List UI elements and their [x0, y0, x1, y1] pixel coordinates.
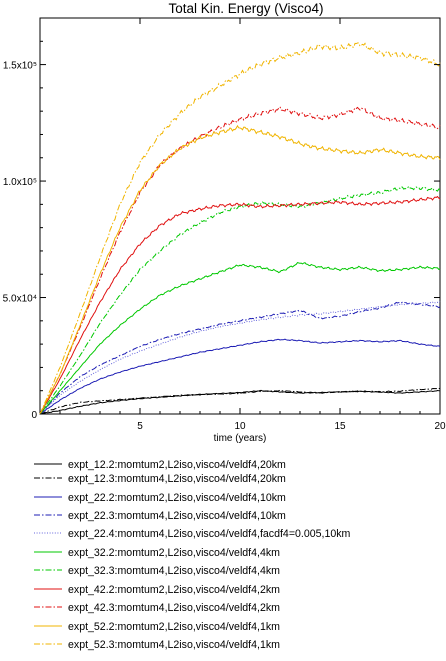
- series-line-10: [39, 124, 441, 415]
- legend-label-3: expt_22.2:momtum2,L2iso,visco4/veldf4,10…: [68, 492, 286, 504]
- legend-label-7: expt_32.3:momtum4,L2iso,visco4/veldf4,4k…: [68, 565, 280, 577]
- series-line-1: [39, 389, 441, 415]
- series-layer: [39, 42, 441, 415]
- legend-label-9: expt_42.3:momtum4,L2iso,visco4/veldf4,2k…: [68, 602, 280, 614]
- x-tick-label-2: 10: [234, 421, 246, 432]
- series-line-4: [39, 301, 441, 415]
- y-tick-label-1: 0: [31, 410, 37, 421]
- series-line-5: [39, 300, 441, 415]
- x-axis-label: time (years): [214, 433, 267, 444]
- series-line-7: [39, 185, 441, 415]
- series-line-9: [39, 105, 441, 415]
- legend-label-6: expt_32.2:momtum2,L2iso,visco4/veldf4,4k…: [68, 547, 280, 559]
- legend-label-11: expt_52.3:momtum4,L2iso,visco4/veldf4,1k…: [68, 639, 280, 651]
- series-line-3: [39, 338, 441, 415]
- legend-label-2: expt_12.3:momtum4,L2iso,visco4/veldf4,20…: [68, 473, 286, 485]
- legend-label-10: expt_52.2:momtum2,L2iso,visco4/veldf4,1k…: [68, 621, 280, 633]
- x-tick-label-1: 5: [137, 421, 143, 432]
- x-tick-label-3: 15: [334, 421, 346, 432]
- series-line-8: [39, 195, 441, 415]
- y-tick-label-3: 1.0x10⁵: [3, 177, 37, 188]
- legend-label-1: expt_12.2:momtum2,L2iso,visco4/veldf4,20…: [68, 459, 286, 471]
- y-tick-label-4: 1.5x10⁵: [3, 61, 37, 72]
- y-tick-label-2: 5.0x10⁴: [3, 294, 37, 305]
- series-line-11: [39, 42, 441, 415]
- legend-label-8: expt_42.2:momtum2,L2iso,visco4/veldf4,2k…: [68, 584, 280, 596]
- series-line-6: [39, 261, 441, 415]
- series-line-2: [39, 387, 441, 415]
- x-tick-label-4: 20: [434, 421, 446, 432]
- legend-label-5: expt_22.4:momtum4,L2iso,visco4/veldf4,fa…: [68, 528, 351, 540]
- chart-title: Total Kin. Energy (Visco4): [168, 1, 323, 16]
- plot-frame: [39, 17, 441, 415]
- legend: expt_12.2:momtum2,L2iso,visco4/veldf4,20…: [34, 459, 351, 651]
- tick-layer: 5 10 15 20 0 5.0x10⁴ 1.0x10⁵ 1.5x10⁵: [3, 18, 446, 432]
- legend-label-4: expt_22.3:momtum4,L2iso,visco4/veldf4,10…: [68, 510, 286, 522]
